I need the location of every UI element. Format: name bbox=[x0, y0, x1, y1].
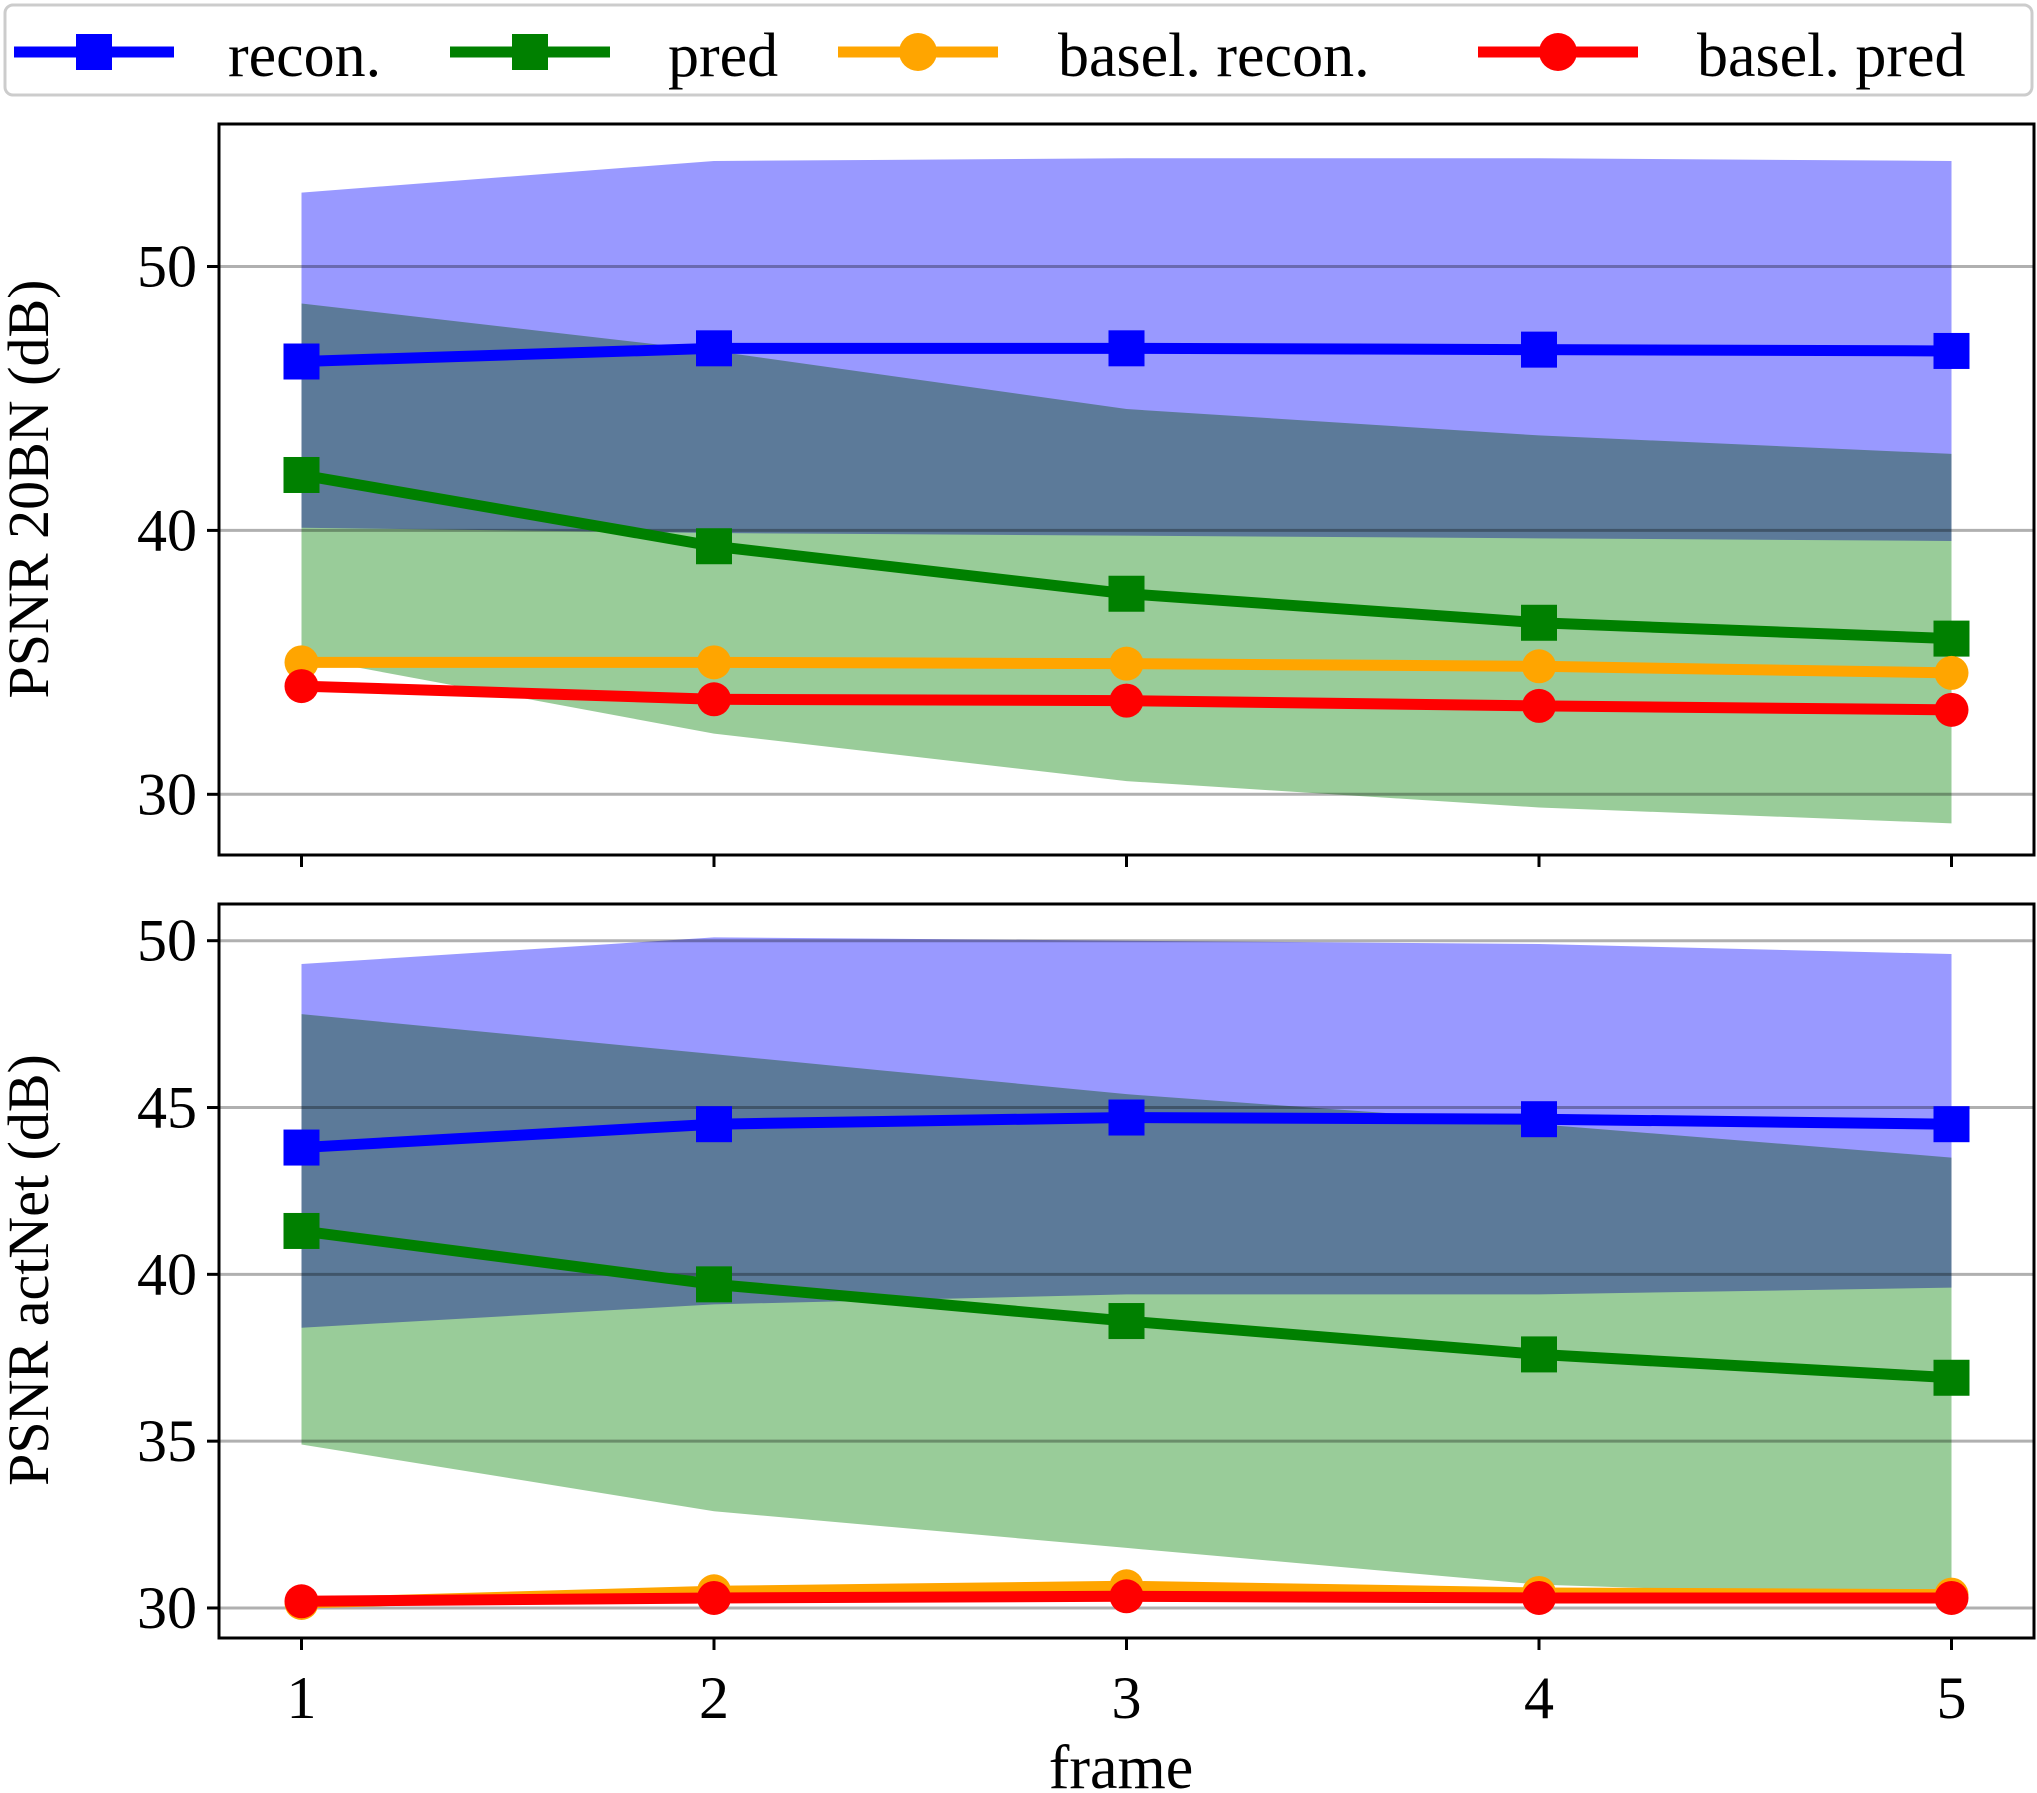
ylabel-20bn: PSNR 20BN (dB) bbox=[0, 280, 61, 699]
point-actnet-pred-2 bbox=[696, 1266, 732, 1303]
yticks-20bn: 30 40 50 bbox=[137, 234, 219, 827]
point-actnet-basel-pred-1 bbox=[284, 1584, 319, 1619]
xtick-label-actnet-2: 2 bbox=[699, 1665, 729, 1731]
point-actnet-pred-1 bbox=[283, 1212, 320, 1249]
point-20bn-pred-4 bbox=[1521, 604, 1557, 641]
point-20bn-pred-3 bbox=[1108, 575, 1145, 612]
legend-marker-basel-recon bbox=[899, 33, 937, 71]
point-20bn-recon-4 bbox=[1521, 331, 1557, 368]
legend-entry-pred: pred bbox=[450, 22, 778, 90]
legend-label-basel-pred: basel. pred bbox=[1697, 22, 1966, 90]
xticks-20bn bbox=[300, 855, 1953, 867]
legend-marker-recon bbox=[76, 34, 112, 70]
point-actnet-pred-5 bbox=[1933, 1359, 1970, 1396]
legend: recon. pred basel. recon. basel. pred bbox=[3, 3, 2034, 97]
series-actnet bbox=[283, 1099, 1970, 1620]
point-actnet-recon-5 bbox=[1933, 1106, 1970, 1143]
point-20bn-recon-2 bbox=[696, 330, 732, 367]
point-actnet-recon-3 bbox=[1108, 1099, 1145, 1136]
legend-entry-recon: recon. bbox=[14, 22, 381, 90]
bands-20bn bbox=[301, 158, 1952, 824]
point-20bn-pred-1 bbox=[283, 456, 320, 493]
xtick-label-actnet-1: 1 bbox=[287, 1665, 317, 1731]
xticks-actnet: 1 2 3 4 5 bbox=[287, 1638, 1967, 1731]
ylabel-actnet: PSNR actNet (dB) bbox=[0, 1054, 61, 1486]
point-actnet-basel-pred-5 bbox=[1934, 1580, 1969, 1615]
point-20bn-basel-pred-4 bbox=[1522, 688, 1556, 723]
xtick-label-actnet-3: 3 bbox=[1112, 1665, 1142, 1731]
legend-entry-basel-pred: basel. pred bbox=[1478, 22, 1966, 90]
point-actnet-recon-1 bbox=[283, 1129, 320, 1166]
point-actnet-basel-pred-3 bbox=[1109, 1579, 1144, 1614]
point-20bn-basel-recon-3 bbox=[1109, 646, 1144, 681]
point-20bn-basel-pred-1 bbox=[284, 669, 319, 704]
point-20bn-basel-recon-2 bbox=[697, 645, 731, 680]
ytick-label-actnet-35: 35 bbox=[137, 1408, 197, 1474]
legend-entry-basel-recon: basel. recon. bbox=[838, 22, 1370, 90]
xlabel-frame: frame bbox=[1049, 1734, 1194, 1793]
legend-label-recon: recon. bbox=[228, 22, 381, 90]
legend-label-basel-recon: basel. recon. bbox=[1058, 22, 1370, 90]
ytick-label-actnet-40: 40 bbox=[137, 1241, 197, 1307]
point-20bn-basel-recon-5 bbox=[1934, 655, 1969, 690]
point-actnet-recon-4 bbox=[1521, 1101, 1557, 1138]
series-20bn bbox=[283, 330, 1970, 727]
point-20bn-recon-5 bbox=[1933, 332, 1970, 369]
ytick-label-actnet-50: 50 bbox=[137, 908, 197, 974]
point-actnet-pred-4 bbox=[1521, 1336, 1557, 1373]
ytick-label-actnet-45: 45 bbox=[137, 1075, 197, 1141]
point-actnet-pred-3 bbox=[1108, 1303, 1145, 1340]
point-20bn-basel-recon-4 bbox=[1522, 649, 1556, 684]
point-20bn-recon-1 bbox=[283, 343, 320, 380]
panel-20bn: 30 40 50 PSNR 20BN (dB) bbox=[0, 122, 2036, 867]
point-20bn-recon-3 bbox=[1108, 330, 1145, 367]
xtick-label-actnet-5: 5 bbox=[1937, 1665, 1967, 1731]
point-20bn-pred-2 bbox=[696, 528, 732, 565]
xtick-label-actnet-4: 4 bbox=[1524, 1665, 1554, 1731]
legend-label-pred: pred bbox=[668, 22, 778, 90]
point-actnet-basel-pred-2 bbox=[697, 1580, 731, 1615]
point-20bn-basel-recon-1 bbox=[284, 645, 319, 680]
point-20bn-basel-pred-2 bbox=[697, 682, 731, 717]
ytick-label-20bn-40: 40 bbox=[137, 497, 197, 563]
point-20bn-basel-pred-3 bbox=[1109, 683, 1144, 718]
ytick-label-actnet-30: 30 bbox=[137, 1575, 197, 1641]
point-actnet-recon-2 bbox=[696, 1106, 732, 1143]
ytick-label-20bn-30: 30 bbox=[137, 761, 197, 827]
point-20bn-basel-pred-5 bbox=[1934, 692, 1969, 727]
yticks-actnet: 30 35 40 45 50 bbox=[137, 908, 219, 1641]
ytick-label-20bn-50: 50 bbox=[137, 234, 197, 300]
legend-marker-basel-pred bbox=[1539, 33, 1577, 71]
point-actnet-basel-pred-4 bbox=[1522, 1580, 1556, 1615]
legend-marker-pred bbox=[512, 34, 548, 70]
point-20bn-pred-5 bbox=[1933, 620, 1970, 657]
legend-frame bbox=[3, 3, 2034, 97]
